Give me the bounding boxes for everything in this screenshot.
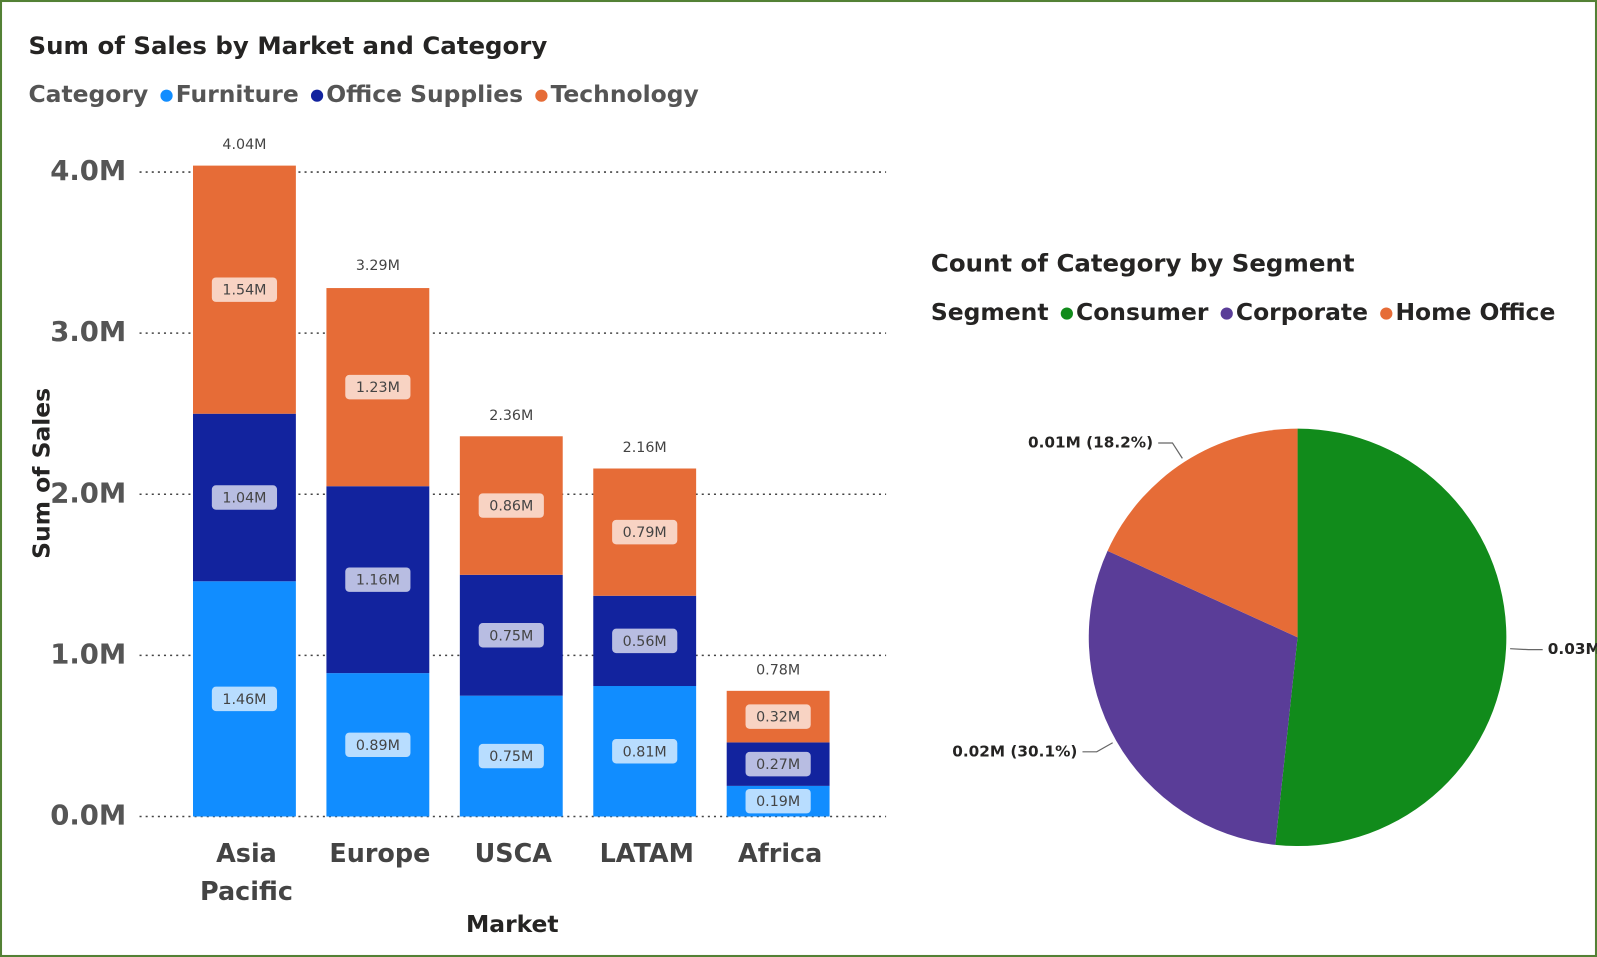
- value-label: 1.04M: [222, 491, 266, 507]
- total-label: 2.36M: [489, 408, 533, 424]
- legend-marker: [535, 89, 548, 102]
- x-tick-label: Europe: [329, 839, 430, 869]
- total-label: 4.04M: [222, 137, 266, 153]
- pie-label: 0.02M (30.1%): [952, 742, 1077, 760]
- y-tick-label: 0.0M: [50, 800, 126, 832]
- legend-label: Home Office: [1395, 298, 1555, 326]
- value-label-bg: [612, 519, 678, 545]
- legend-marker: [160, 89, 173, 102]
- value-label-bg: [211, 686, 278, 712]
- value-label: 1.16M: [356, 573, 400, 589]
- total-label: 3.29M: [356, 258, 400, 274]
- y-tick-label: 3.0M: [50, 316, 126, 348]
- value-label-bg: [345, 567, 411, 592]
- value-label: 0.81M: [623, 744, 667, 760]
- legend-label: Consumer: [1076, 298, 1209, 326]
- x-tick-line: Asia: [216, 839, 277, 869]
- x-tick-line: Pacific: [200, 877, 293, 907]
- value-label: 0.32M: [756, 710, 800, 726]
- y-tick-label: 1.0M: [50, 638, 126, 670]
- value-label: 1.46M: [222, 692, 266, 708]
- value-label: 1.54M: [222, 283, 266, 299]
- value-label-bg: [345, 374, 411, 400]
- value-label-bg: [612, 628, 678, 654]
- legend-label: Technology: [551, 80, 699, 108]
- value-label-bg: [745, 788, 811, 814]
- x-tick-label: Asia Pacific: [200, 839, 293, 907]
- legend-marker: [310, 89, 324, 102]
- chart-title: Count of Category by Segment: [931, 249, 1355, 278]
- pie-label: 0.03M (51.7%): [1548, 640, 1597, 658]
- legend-label: Furniture: [176, 80, 299, 108]
- chart-title: Sum of Sales by Market and Category: [29, 31, 548, 60]
- leader-line: [1082, 742, 1113, 753]
- value-label-bg: [345, 732, 411, 758]
- value-label: 0.27M: [756, 757, 800, 773]
- leader-line: [1158, 442, 1183, 459]
- value-label: 0.19M: [756, 794, 800, 810]
- legend-label: Corporate: [1236, 298, 1368, 326]
- legend-title: Category: [29, 80, 149, 108]
- value-label-bg: [211, 485, 278, 510]
- pie-label: 0.01M (18.2%): [1028, 433, 1153, 451]
- value-label-bg: [478, 493, 544, 518]
- value-label-bg: [478, 743, 544, 769]
- value-label: 0.86M: [489, 499, 533, 515]
- legend-label: Office Supplies: [326, 80, 523, 108]
- total-label: 0.78M: [756, 662, 800, 678]
- value-label: 0.89M: [356, 738, 400, 754]
- legend-title: Segment: [931, 298, 1049, 326]
- value-label: 0.75M: [489, 749, 533, 765]
- total-label: 2.16M: [623, 440, 667, 456]
- value-label: 0.75M: [489, 628, 533, 644]
- x-tick-label: Africa: [738, 839, 822, 869]
- pie-slice: [1275, 428, 1507, 847]
- value-label-bg: [612, 739, 678, 764]
- x-axis-title: Market: [466, 910, 559, 938]
- y-axis-title: Sum of Sales: [27, 388, 55, 559]
- value-label: 0.79M: [623, 525, 667, 541]
- pie-slice: [1088, 550, 1298, 845]
- value-label-bg: [745, 751, 811, 777]
- y-tick-label: 2.0M: [50, 477, 126, 509]
- value-label-bg: [211, 277, 278, 302]
- x-tick-label: LATAM: [600, 839, 694, 869]
- pie-slice: [1107, 428, 1298, 638]
- y-tick-label: 4.0M: [50, 155, 126, 187]
- value-label: 1.23M: [356, 380, 400, 396]
- x-tick-label: USCA: [475, 839, 553, 869]
- legend-marker: [1380, 307, 1393, 320]
- leader-line: [1510, 648, 1543, 651]
- legend-marker: [1060, 307, 1073, 320]
- value-label-bg: [478, 623, 544, 648]
- value-label-bg: [745, 704, 811, 729]
- value-label: 0.56M: [623, 634, 667, 650]
- legend-marker: [1220, 307, 1233, 320]
